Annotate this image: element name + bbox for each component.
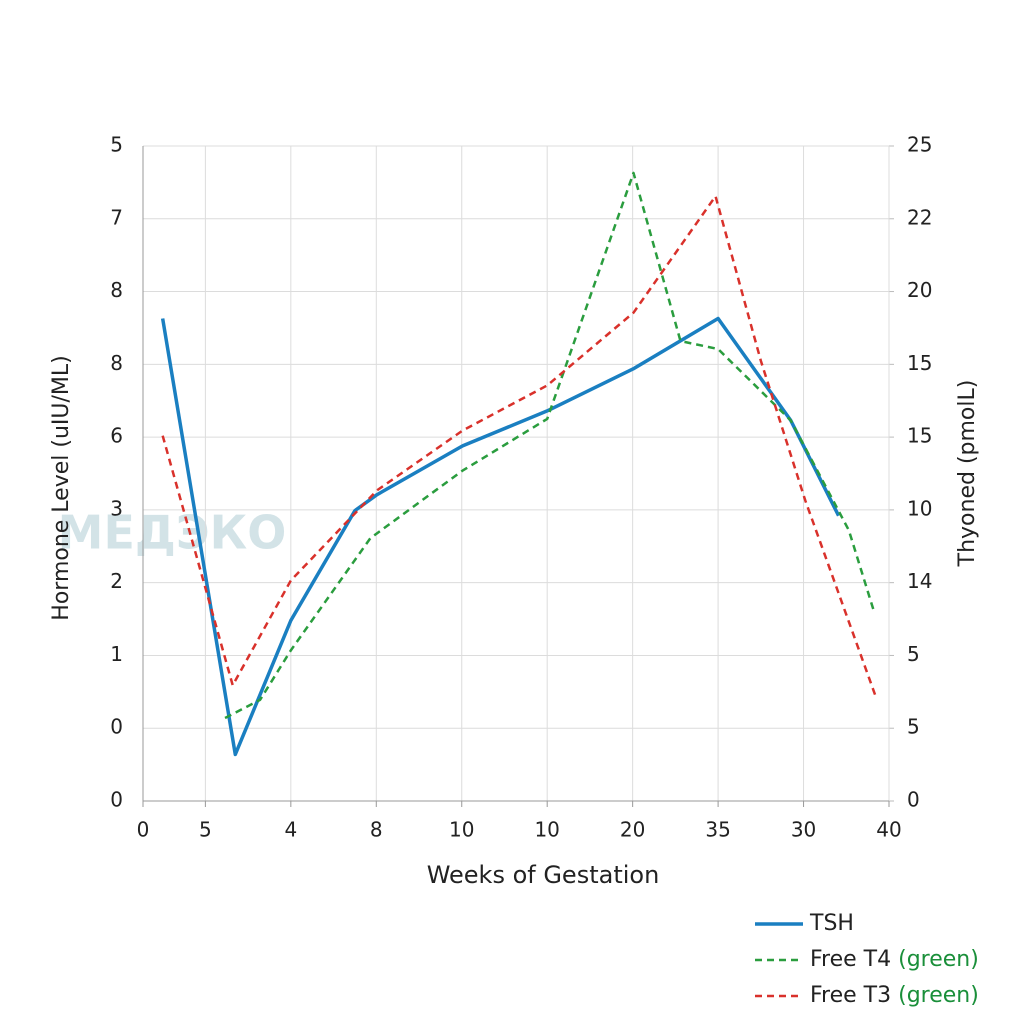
y-tick-label: 8 (110, 351, 123, 375)
x-tick-label: 0 (137, 818, 150, 842)
legend-label: TSH (809, 911, 854, 936)
legend-note: (green) (898, 947, 979, 972)
x-tick-label: 8 (370, 818, 383, 842)
x-tick-label: 20 (620, 818, 645, 842)
y-tick-label: 8 (110, 278, 123, 302)
y-tick-label: 6 (110, 424, 123, 448)
x-tick-label: 4 (284, 818, 297, 842)
y-tick-label: 1 (110, 642, 123, 666)
y-tick-label: 5 (110, 133, 123, 157)
x-axis-label: Weeks of Gestation (427, 861, 660, 889)
y-tick-label: 0 (110, 715, 123, 739)
y-tick-label: 3 (110, 496, 123, 520)
legend-name: Free T3 (810, 983, 891, 1008)
watermark: МЕДЭКО (58, 506, 287, 560)
y2-tick-label: 15 (907, 424, 932, 448)
x-tick-label: 40 (876, 818, 901, 842)
y2-tick-label: 15 (907, 351, 932, 375)
y2-tick-label: 5 (907, 715, 920, 739)
y2-tick-label: 14 (907, 569, 932, 593)
y2-tick-label: 0 (907, 788, 920, 812)
x-tick-label: 10 (449, 818, 474, 842)
x-tick-label: 35 (705, 818, 730, 842)
x-tick-label: 10 (534, 818, 559, 842)
y-tick-label: 2 (110, 569, 123, 593)
y2-axis-label: Thyoned (pmolL) (955, 380, 980, 568)
y2-tick-label: 22 (907, 205, 932, 229)
y2-tick-label: 25 (907, 133, 932, 157)
legend-name: TSH (809, 911, 854, 936)
legend-label: Free T3 (green) (810, 983, 979, 1008)
y2-tick-label: 5 (907, 642, 920, 666)
y2-tick-label: 10 (907, 496, 932, 520)
y-tick-label: 0 (110, 788, 123, 812)
y-tick-label: 7 (110, 205, 123, 229)
series-line (161, 194, 877, 696)
legend-label: Free T4 (green) (810, 947, 979, 972)
x-tick-label: 30 (791, 818, 816, 842)
y2-tick-label: 20 (907, 278, 932, 302)
y-axis-label: Hormone Level (uIU/ML) (49, 355, 74, 620)
series-line (160, 316, 841, 757)
x-tick-label: 5 (199, 818, 212, 842)
legend-note: (green) (898, 983, 979, 1008)
legend-name: Free T4 (810, 947, 891, 972)
series-line (224, 171, 875, 720)
